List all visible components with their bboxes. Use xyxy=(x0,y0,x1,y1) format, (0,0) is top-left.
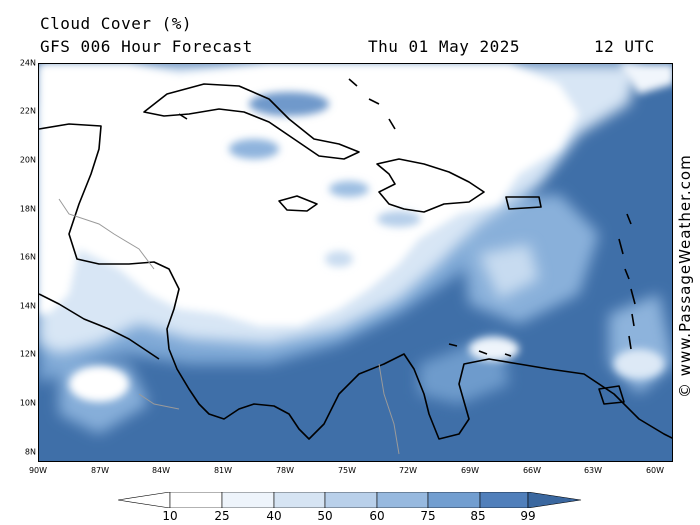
lon-label: 63W xyxy=(583,466,603,475)
clear-sky-area xyxy=(39,64,672,326)
legend-tick: 40 xyxy=(266,509,282,523)
legend-tick: 99 xyxy=(520,509,536,523)
color-legend xyxy=(118,492,582,508)
lat-label: 22N xyxy=(19,106,36,116)
lat-label: 12N xyxy=(19,349,36,359)
lat-label: 18N xyxy=(19,204,36,214)
forecast-date: Thu 01 May 2025 xyxy=(368,37,520,56)
map-title: Cloud Cover (%) xyxy=(40,14,192,33)
lon-label: 81W xyxy=(213,466,233,475)
jamaica-coast xyxy=(278,195,318,212)
lon-label: 75W xyxy=(337,466,357,475)
legend-swatch xyxy=(221,492,275,508)
puerto-rico-coast xyxy=(505,196,542,210)
lat-label: 20N xyxy=(19,155,36,165)
lat-label: 16N xyxy=(19,252,36,262)
small-islands xyxy=(178,78,396,130)
legend-swatch xyxy=(376,492,429,508)
legend-swatch xyxy=(273,492,326,508)
legend-swatch xyxy=(427,492,481,508)
abc-islands xyxy=(448,343,512,357)
legend-tick: 60 xyxy=(369,509,385,523)
lon-label: 66W xyxy=(522,466,542,475)
cuba-coast xyxy=(143,83,360,160)
central-america-coast xyxy=(39,123,672,440)
borders xyxy=(58,198,400,455)
lon-label: 87W xyxy=(90,466,110,475)
lon-label: 60W xyxy=(645,466,665,475)
legend-swatch xyxy=(169,492,223,508)
lon-label: 69W xyxy=(460,466,480,475)
lon-label: 90W xyxy=(28,466,48,475)
forecast-time: 12 UTC xyxy=(594,37,655,56)
lon-label: 84W xyxy=(151,466,171,475)
lon-label: 72W xyxy=(398,466,418,475)
legend-tick: 85 xyxy=(470,509,486,523)
forecast-subtitle: GFS 006 Hour Forecast xyxy=(40,37,253,56)
legend-tick: 10 xyxy=(162,509,178,523)
trinidad-coast xyxy=(598,385,625,405)
legend-arrow-right xyxy=(527,492,582,508)
legend-swatch xyxy=(479,492,529,508)
lat-label: 24N xyxy=(19,58,36,68)
hispaniola-coast xyxy=(376,158,485,213)
cloud-patches xyxy=(69,92,664,402)
mexico-coast xyxy=(39,293,160,360)
lat-label: 14N xyxy=(19,301,36,311)
legend-swatch xyxy=(324,492,378,508)
legend-arrow-left xyxy=(118,492,171,508)
lesser-antilles xyxy=(618,213,636,350)
coastlines xyxy=(39,78,672,440)
legend-tick: 50 xyxy=(317,509,333,523)
lat-label: 10N xyxy=(19,398,36,408)
lon-label: 78W xyxy=(275,466,295,475)
legend-tick: 75 xyxy=(420,509,436,523)
legend-tick: 25 xyxy=(214,509,230,523)
copyright-credit: © www.PassageWeather.com xyxy=(676,154,694,398)
map-canvas xyxy=(39,64,672,461)
lat-label: 8N xyxy=(24,447,36,457)
cloud-cover-map[interactable] xyxy=(38,63,673,462)
